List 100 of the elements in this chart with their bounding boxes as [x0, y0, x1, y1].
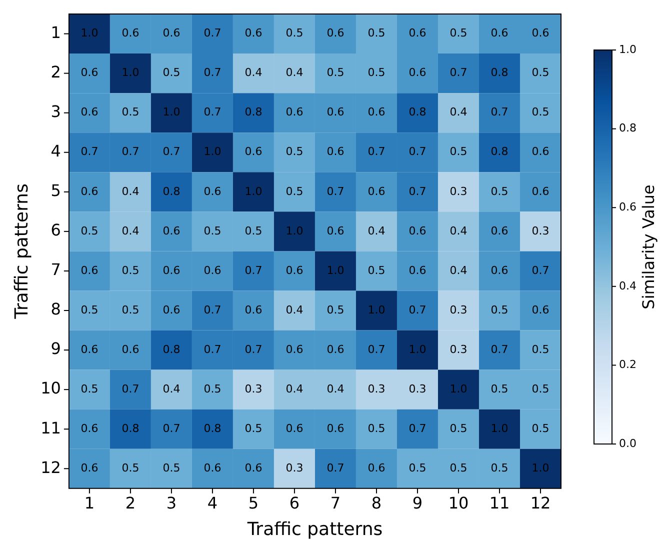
data-label: 0.6: [326, 342, 344, 356]
data-label: 0.5: [532, 106, 550, 119]
data-label: 0.5: [326, 66, 344, 80]
data-label: 0.7: [408, 184, 426, 198]
data-label: 0.5: [532, 66, 550, 80]
data-label: 0.5: [244, 224, 262, 238]
x-tick-label: 6: [289, 494, 300, 513]
data-label: 0.4: [286, 66, 304, 80]
color-bar-label: 0.4: [619, 279, 636, 292]
data-label: 0.3: [368, 382, 386, 396]
data-label: 0.5: [368, 66, 386, 80]
color-bar-label: 0.2: [619, 358, 636, 372]
data-label: 0.5: [450, 26, 468, 40]
data-label: 0.6: [326, 26, 344, 40]
data-label: 0.5: [532, 422, 550, 435]
data-label: 0.5: [122, 303, 140, 316]
data-label: 0.5: [490, 184, 508, 198]
data-label: 0.7: [204, 303, 222, 316]
data-label: 0.6: [162, 224, 180, 238]
data-label: 0.7: [368, 145, 386, 158]
data-label: 0.5: [204, 224, 222, 238]
y-tick-label: 2: [50, 62, 61, 82]
data-label: 0.5: [204, 382, 222, 396]
data-label: 0.3: [450, 342, 468, 356]
y-tick-label: 6: [50, 220, 61, 240]
data-label: 0.5: [532, 382, 550, 396]
data-label: 0.6: [532, 184, 550, 198]
data-label: 0.5: [408, 461, 426, 474]
data-label: 0.8: [490, 145, 508, 158]
data-label: 0.7: [162, 422, 180, 435]
data-label: 0.7: [162, 145, 180, 158]
color-bar-label: 1.0: [619, 42, 636, 56]
data-label: 0.4: [286, 382, 304, 396]
data-label: 0.6: [80, 184, 98, 198]
data-label: 0.6: [80, 264, 98, 277]
data-label: 0.8: [162, 342, 180, 356]
data-label: 0.5: [450, 461, 468, 474]
data-label: 1.0: [326, 264, 344, 277]
data-label: 0.7: [408, 303, 426, 316]
data-label: 0.6: [286, 264, 304, 277]
data-label: 0.7: [408, 422, 426, 435]
data-label: 0.6: [408, 224, 426, 238]
data-label: 0.6: [368, 106, 386, 119]
data-label: 0.6: [408, 26, 426, 40]
data-label: 0.4: [286, 303, 304, 316]
data-label: 0.7: [326, 184, 344, 198]
data-label: 0.6: [244, 145, 262, 158]
data-label: 0.6: [490, 264, 508, 277]
data-label: 0.4: [122, 224, 140, 238]
x-tick-label: 4: [207, 494, 218, 513]
data-label: 0.6: [532, 26, 550, 40]
data-label: 0.6: [204, 184, 222, 198]
data-label: 1.0: [162, 106, 180, 119]
data-label: 0.7: [204, 106, 222, 119]
data-label: 0.5: [122, 461, 140, 474]
data-label: 0.8: [408, 106, 426, 119]
data-label: 0.4: [244, 66, 262, 80]
data-label: 0.4: [450, 264, 468, 277]
data-label: 0.5: [490, 461, 508, 474]
color-bar-label: 0.8: [619, 122, 636, 135]
x-tick-label: 2: [125, 494, 136, 513]
data-label: 0.5: [162, 66, 180, 80]
x-tick-label: 10: [448, 494, 469, 513]
data-label: 1.0: [450, 382, 468, 396]
data-label: 0.5: [122, 106, 140, 119]
data-label: 0.6: [80, 461, 98, 474]
data-label: 0.5: [80, 382, 98, 396]
data-label: 0.5: [286, 145, 304, 158]
x-tick-label: 3: [166, 494, 177, 513]
data-label: 0.5: [122, 264, 140, 277]
y-axis-title: Traffic patterns: [11, 184, 32, 320]
y-tick-label: 4: [50, 142, 61, 161]
data-label: 0.7: [450, 66, 468, 80]
data-label: 0.7: [368, 342, 386, 356]
data-label: 0.6: [204, 264, 222, 277]
data-label: 0.6: [204, 461, 222, 474]
data-label: 0.7: [532, 264, 550, 277]
data-label: 1.0: [244, 184, 262, 198]
data-label: 1.0: [408, 342, 426, 356]
data-label: 0.3: [450, 184, 468, 198]
data-label: 0.6: [162, 26, 180, 40]
data-label: 0.3: [532, 224, 550, 238]
data-label: 1.0: [204, 145, 222, 158]
y-tick-label: 11: [40, 418, 61, 438]
data-label: 0.5: [450, 145, 468, 158]
data-label: 0.7: [204, 66, 222, 80]
data-label: 0.7: [244, 342, 262, 356]
data-label: 0.5: [490, 382, 508, 396]
data-label: 0.5: [368, 26, 386, 40]
data-label: 0.4: [368, 224, 386, 238]
data-label: 0.4: [450, 106, 468, 119]
data-label: 0.6: [162, 264, 180, 277]
data-label: 0.6: [244, 461, 262, 474]
data-label: 0.5: [490, 303, 508, 316]
data-label: 0.6: [368, 184, 386, 198]
y-tick-label: 10: [40, 378, 61, 398]
data-label: 0.7: [122, 382, 140, 396]
data-label: 1.0: [532, 461, 550, 474]
data-label: 0.3: [408, 382, 426, 396]
data-label: 0.6: [490, 26, 508, 40]
